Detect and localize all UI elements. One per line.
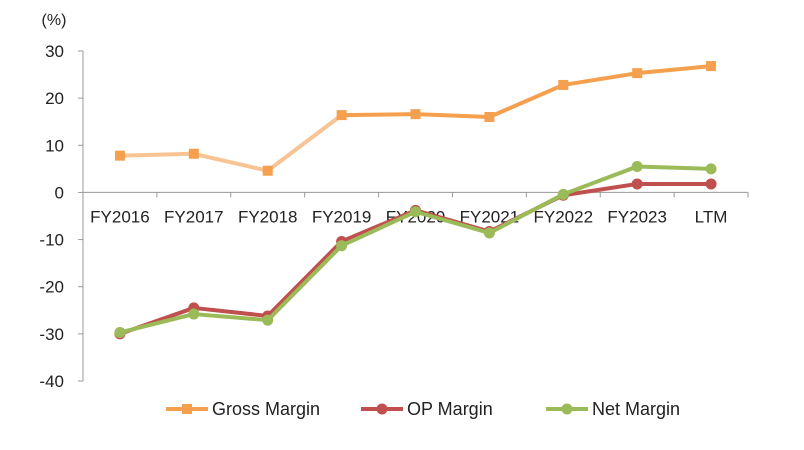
data-point [632, 68, 643, 79]
y-axis-unit-label: (%) [42, 12, 67, 29]
y-tick-labels: 30 20 10 0 -10 -20 -30 -40 [39, 42, 64, 391]
y-tick-label: -40 [39, 372, 64, 391]
data-point [483, 227, 495, 239]
series-net-margin [114, 161, 717, 338]
y-tick-label: -10 [39, 231, 64, 250]
series-line-segment [635, 64, 714, 76]
legend: Gross Margin OP Margin Net Margin [166, 399, 680, 419]
legend-label: Net Margin [592, 399, 680, 419]
series-line-segment [561, 164, 640, 197]
data-point [114, 150, 125, 161]
data-point [706, 61, 717, 72]
data-point [631, 178, 643, 190]
legend-label: OP Margin [407, 399, 493, 419]
legend-marker [182, 404, 192, 414]
series-line-segment [339, 112, 418, 118]
series-line-segment [191, 312, 270, 323]
series-line-segment [191, 151, 270, 173]
y-tick-label: -30 [39, 325, 64, 344]
legend-item: Net Margin [546, 399, 680, 419]
y-tick-label: 20 [45, 89, 64, 108]
x-tick-label: FY2019 [312, 207, 372, 226]
series-gross-margin [114, 61, 717, 176]
data-point [631, 161, 643, 172]
data-point [336, 110, 347, 121]
data-point [262, 165, 273, 176]
data-point [484, 112, 495, 122]
x-tick-label: FY2017 [164, 207, 224, 226]
series-layer [114, 61, 717, 340]
x-tick-label: FY2018 [238, 207, 298, 226]
data-point [114, 326, 126, 338]
axes [78, 50, 749, 382]
data-point [705, 178, 717, 190]
data-point [705, 163, 717, 175]
data-point [188, 148, 199, 159]
series-line-segment [117, 151, 196, 158]
legend-label: Gross Margin [212, 399, 320, 419]
series-line-segment [117, 312, 196, 335]
legend-marker [561, 403, 573, 415]
series-line-segment [265, 243, 344, 323]
y-tick-label: 30 [45, 42, 64, 61]
legend-item: Gross Margin [166, 399, 320, 419]
data-point [188, 308, 200, 320]
x-tick-label: FY2022 [534, 207, 594, 226]
series-line-segment [265, 113, 344, 173]
data-point [336, 240, 348, 252]
series-line-segment [561, 71, 640, 87]
series-line-segment [265, 239, 344, 318]
data-point [558, 79, 569, 90]
series-line-segment [191, 305, 270, 318]
series-line-segment [635, 164, 714, 171]
series-line-segment [339, 209, 418, 248]
series-line-segment [487, 82, 566, 119]
y-tick-label: 0 [55, 183, 64, 202]
y-tick-label: 10 [45, 136, 64, 155]
x-tick-label: LTM [695, 207, 728, 226]
legend-item: OP Margin [361, 399, 493, 419]
series-line-segment [413, 112, 492, 119]
series-line-segment [413, 209, 492, 235]
data-point [262, 314, 274, 326]
x-tick-label: FY2016 [90, 207, 150, 226]
x-tick-labels: FY2016FY2017FY2018FY2019FY2020FY2021FY20… [90, 207, 727, 226]
series-line-segment [561, 181, 640, 198]
legend-marker [376, 403, 388, 415]
series-line-segment [487, 192, 566, 235]
data-point [410, 109, 421, 120]
x-tick-label: FY2023 [607, 207, 667, 226]
data-point [410, 206, 421, 218]
y-tick-label: -20 [39, 278, 64, 297]
x-tick-label: FY2021 [460, 207, 520, 226]
data-point [557, 188, 569, 200]
